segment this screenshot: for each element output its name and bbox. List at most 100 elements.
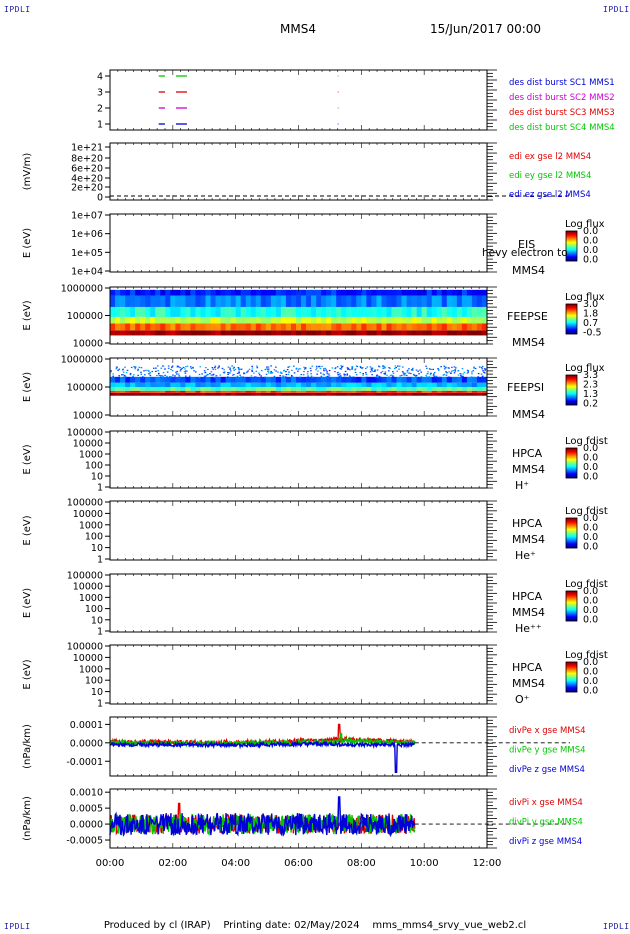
- feeps-ion-spectrogram-cell: [295, 392, 302, 396]
- feeps-ion-spectrogram-cell: [245, 382, 252, 387]
- feeps-ion-spectrogram-cell: [436, 392, 443, 396]
- feeps-electron-spectrogram-cell: [155, 316, 161, 324]
- feeps-ion-spectrogram-speckle: [299, 368, 301, 370]
- feeps-ion-spectrogram-speckle: [283, 369, 286, 371]
- feeps-electron-spectrogram-cell: [175, 323, 181, 331]
- feeps-ion-spectrogram-cell: [220, 382, 226, 387]
- feeps-ion-spectrogram-speckle: [365, 376, 368, 379]
- feeps-ion-spectrogram-cell: [190, 387, 196, 391]
- feeps-ion-spectrogram-speckle: [369, 371, 372, 373]
- feeps-ion-spectrogram-cell: [391, 376, 397, 383]
- feeps-ion-spectrogram-speckle: [462, 373, 464, 375]
- feeps-ion-spectrogram-cell: [356, 392, 362, 396]
- feeps-electron-spectrogram-cell: [245, 295, 252, 307]
- burst-ytick-label: 2: [97, 104, 103, 115]
- feeps-ion-spectrogram-speckle: [203, 375, 206, 377]
- feeps-electron-spectrogram-cell: [190, 330, 196, 336]
- feeps-ion-spectrogram-speckle: [445, 366, 447, 368]
- feeps-electron-spectrogram-cell: [125, 295, 131, 307]
- hpca-he-colorbar-cell: [566, 538, 577, 540]
- feeps-electron-ylabel: E (eV): [22, 300, 33, 330]
- feeps-electron-spectrogram-cell: [356, 330, 362, 336]
- feeps-electron-spectrogram-cell: [225, 306, 231, 317]
- feeps-electron-spectrogram-cell: [240, 316, 247, 324]
- feeps-ion-spectrogram-cell: [210, 382, 216, 387]
- feeps-ion-spectrogram-speckle: [204, 371, 206, 374]
- feeps-ion-spectrogram-speckle: [189, 366, 192, 368]
- feeps-electron-spectrogram-cell: [240, 323, 247, 331]
- feeps-ion-spectrogram-cell: [270, 390, 277, 393]
- feeps-ion-colorbar-cell: [566, 389, 577, 391]
- feeps-electron-spectrogram-cell: [215, 316, 221, 324]
- feeps-ion-spectrogram-cell: [220, 376, 226, 383]
- feeps-electron-spectrogram-cell: [135, 323, 141, 331]
- feeps-ion-spectrogram-speckle: [346, 374, 349, 376]
- feeps-electron-spectrogram-cell: [386, 316, 392, 324]
- feeps-electron-spectrogram-cell: [481, 323, 488, 331]
- feeps-ion-spectrogram-cell: [140, 376, 146, 383]
- feeps-electron-spectrogram-cell: [145, 289, 151, 296]
- feeps-ion-spectrogram-cell: [265, 387, 272, 391]
- feeps-ion-spectrogram-cell: [456, 392, 463, 396]
- feeps-ion-spectrogram-speckle: [223, 371, 226, 373]
- hpca-o-colorbar-cell: [566, 687, 577, 689]
- feeps-ion-spectrogram-speckle: [432, 374, 435, 376]
- feeps-ion-spectrogram-speckle: [189, 375, 191, 377]
- burst-ytick-label: 3: [97, 88, 103, 99]
- feeps-electron-spectrogram-cell: [341, 289, 347, 296]
- feeps-ion-spectrogram-cell: [285, 390, 292, 393]
- edi-ytick-label: 0: [97, 193, 103, 204]
- feeps-ion-colorbar-cell: [566, 379, 577, 381]
- feeps-ion-spectrogram-speckle: [382, 365, 384, 367]
- feeps-electron-spectrogram-cell: [461, 316, 468, 324]
- feeps-electron-spectrogram-cell: [316, 316, 322, 324]
- feeps-ion-spectrogram-speckle: [481, 368, 484, 370]
- feeps-ion-spectrogram-cell: [270, 392, 277, 396]
- feeps-electron-spectrogram-cell: [210, 330, 216, 336]
- feeps-ion-spectrogram-speckle: [243, 372, 246, 375]
- eis-colorbar-cell: [566, 241, 577, 243]
- feeps-ion-spectrogram-speckle: [334, 367, 337, 370]
- feeps-electron-spectrogram-cell: [406, 289, 412, 296]
- feeps-electron-spectrogram-cell: [386, 323, 392, 331]
- feeps-electron-spectrogram-cell: [311, 295, 317, 307]
- feeps-ion-spectrogram-speckle: [160, 375, 162, 377]
- feeps-electron-spectrogram-cell: [235, 330, 241, 336]
- feeps-ion-spectrogram-speckle: [281, 372, 283, 374]
- feeps-ion-spectrogram-speckle: [115, 368, 118, 370]
- feeps-ion-spectrogram-speckle: [162, 375, 165, 378]
- feeps-ion-spectrogram-cell: [150, 390, 156, 393]
- feeps-ion-spectrogram-speckle: [118, 375, 121, 377]
- feeps-ion-spectrogram-cell: [306, 387, 312, 391]
- hpca-h-colorbar-cell: [566, 470, 577, 472]
- hpca-o-ytick-label: 100000: [67, 642, 103, 653]
- feeps-electron-spectrogram-cell: [190, 306, 196, 317]
- feeps-electron-spectrogram-cell: [245, 316, 252, 324]
- feeps-electron-spectrogram-cell: [396, 316, 402, 324]
- feeps-ion-spectrogram-speckle: [425, 376, 428, 378]
- eis-colorbar-cell: [566, 259, 577, 261]
- feeps-ion-spectrogram-cell: [366, 392, 372, 396]
- feeps-electron-spectrogram-cell: [150, 289, 156, 296]
- feeps-ion-spectrogram-speckle: [362, 374, 364, 376]
- feeps-ion-spectrogram-cell: [341, 392, 347, 396]
- feeps-electron-spectrogram-cell: [391, 330, 397, 336]
- feeps-electron-spectrogram-cell: [185, 295, 191, 307]
- feeps-ion-spectrogram-speckle: [179, 370, 182, 372]
- feeps-ion-spectrogram-speckle: [459, 372, 461, 375]
- feeps-ion-spectrogram-cell: [110, 376, 116, 383]
- feeps-ion-spectrogram-speckle: [467, 370, 470, 372]
- feeps-ion-spectrogram-cell: [436, 390, 443, 393]
- feeps-ion-spectrogram-speckle: [170, 376, 172, 378]
- feeps-ion-spectrogram-speckle: [157, 370, 159, 372]
- feeps-ion-spectrogram-speckle: [374, 376, 377, 379]
- feeps-electron-spectrogram-cell: [406, 306, 412, 317]
- hpca-he2-spacecraft-label: MMS4: [512, 606, 545, 619]
- feeps-ion-spectrogram-speckle: [347, 367, 350, 370]
- feeps-ion-spectrogram-speckle: [251, 369, 253, 371]
- hpca-he2-colorbar-cell: [566, 615, 577, 617]
- feeps-ion-spectrogram-cell: [326, 376, 332, 383]
- divpe-ylabel: (nPa/km): [22, 724, 33, 769]
- hpca-he-colorbar-cell: [566, 547, 577, 549]
- feeps-electron-spectrogram-cell: [215, 289, 221, 296]
